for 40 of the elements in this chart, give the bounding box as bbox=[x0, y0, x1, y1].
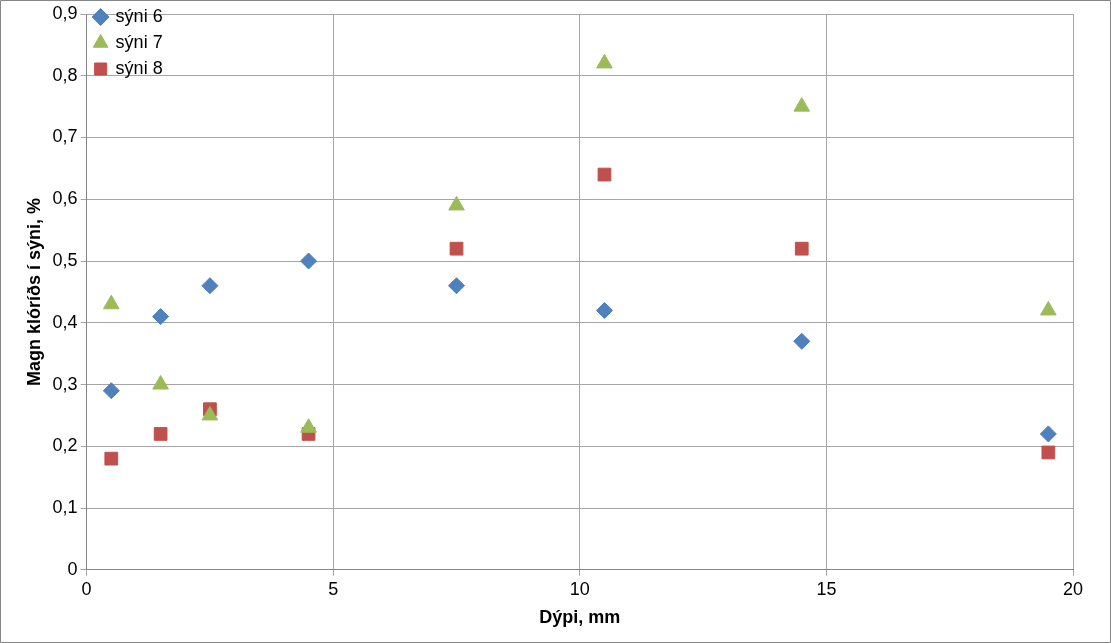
y-tick-label: 0,1 bbox=[52, 497, 78, 518]
point bbox=[152, 375, 169, 390]
point bbox=[597, 167, 612, 182]
x-tick-label: 15 bbox=[816, 578, 837, 599]
x-tick-label: 20 bbox=[1062, 578, 1084, 599]
x-tick-label: 0 bbox=[81, 578, 92, 599]
y-tick-label: 0,7 bbox=[52, 126, 78, 147]
point bbox=[104, 451, 119, 466]
y-tick-label: 0,6 bbox=[52, 188, 78, 209]
point bbox=[794, 241, 809, 256]
legend-label: sýni 8 bbox=[115, 57, 163, 78]
y-tick-label: 0,3 bbox=[52, 373, 78, 394]
x-tick-label: 5 bbox=[328, 578, 339, 599]
point bbox=[448, 195, 465, 211]
point bbox=[153, 427, 168, 441]
point bbox=[300, 252, 318, 270]
legend-label: sýni 7 bbox=[115, 31, 163, 52]
x-axis-title: Dýpi, mm bbox=[539, 607, 621, 628]
y-axis-title: Magn klóríðs í sýni, % bbox=[23, 197, 44, 386]
point bbox=[793, 97, 811, 112]
point bbox=[201, 277, 219, 295]
legend-label: sýni 6 bbox=[115, 5, 163, 26]
point bbox=[1041, 445, 1056, 460]
point bbox=[102, 294, 120, 310]
y-tick-label: 0,4 bbox=[52, 311, 78, 332]
y-tick-label: 0,9 bbox=[52, 2, 78, 23]
y-tick-label: 0 bbox=[67, 558, 78, 579]
point bbox=[152, 308, 170, 326]
point bbox=[793, 332, 811, 350]
y-tick-label: 0,2 bbox=[52, 435, 78, 456]
y-tick-label: 0,8 bbox=[52, 64, 78, 85]
x-tick-label: 10 bbox=[569, 578, 590, 599]
point bbox=[595, 301, 613, 319]
point bbox=[596, 53, 613, 69]
point bbox=[448, 277, 466, 295]
point bbox=[102, 382, 120, 400]
point bbox=[449, 241, 464, 256]
point bbox=[1040, 300, 1057, 316]
point bbox=[1039, 425, 1057, 443]
y-tick-label: 0,5 bbox=[52, 249, 78, 270]
